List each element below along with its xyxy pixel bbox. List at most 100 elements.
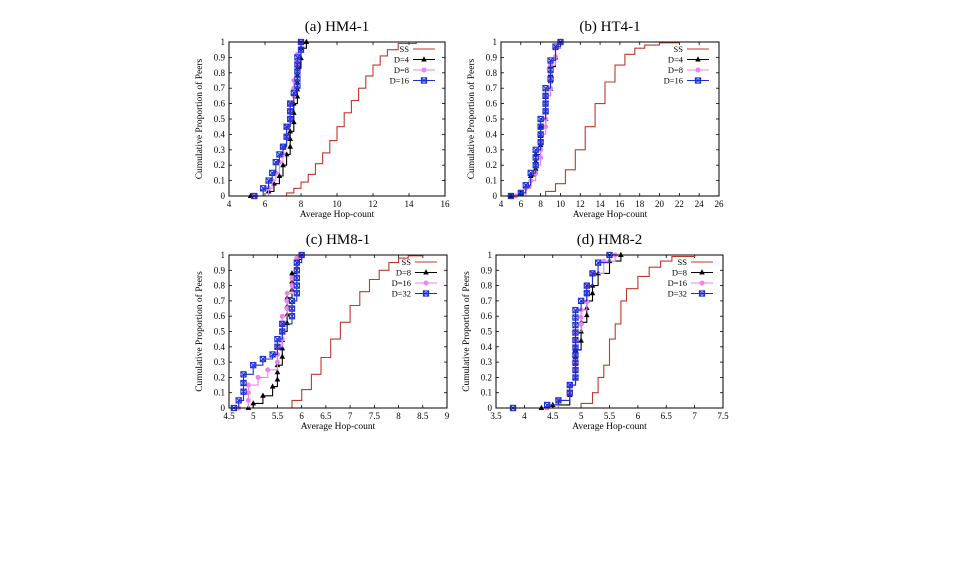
p2-series-d32-point: [240, 379, 247, 387]
p0-series-d16-point-cross: [280, 143, 286, 150]
p2-y-axis-label: Cumulative Proportion of Peers: [194, 271, 205, 392]
p1-series-d16-point-cross: [542, 108, 549, 115]
p2-series-d8-point: [279, 345, 286, 351]
panel-a: (a) HM4-100.10.20.30.40.50.60.70.80.914 6…: [194, 19, 450, 220]
p3-series-d32-point-cross: [544, 401, 551, 408]
p3-series-d32-point: [577, 297, 585, 305]
p3-series-d16-point: [578, 321, 584, 327]
p1-series-d16-point-cross: [532, 154, 539, 161]
p3-series-d8-line: [541, 255, 622, 409]
p0-x-tick-label: 6: [263, 199, 268, 209]
p1-series-d16-point-box: [537, 123, 544, 130]
p0-series-d16-point-box: [290, 89, 297, 96]
p2-series-d16-point: [245, 382, 251, 388]
p1-series-d16-point-cross: [532, 146, 539, 153]
p3-series-d32-point-box: [583, 282, 590, 289]
p0-series-d16-point-box: [276, 151, 283, 158]
p1-legend-d16-label: D=16: [664, 76, 683, 86]
p1-series-d16-point: [542, 85, 549, 92]
p1-series-d16-point-box: [537, 131, 544, 138]
p0-series-d16-point-cross: [265, 177, 272, 184]
p1-x-tick-label: 18: [635, 199, 645, 209]
p3-y-tick-label: 0.8: [481, 281, 493, 291]
p2-series-d16-point: [284, 298, 290, 304]
p2-x-tick-label: 4.5: [223, 411, 235, 421]
p2-series-d32-point-cross: [293, 282, 300, 289]
p3-legend-d16-label: D=16: [668, 278, 687, 288]
p3-y-tick-label: 0.6: [481, 311, 493, 321]
p1-x-tick-label: 6: [519, 199, 524, 209]
p1-series-d16-point-cross: [542, 85, 549, 92]
p0-series-d16-point-cross: [294, 82, 301, 89]
p3-series-d32-point-box: [572, 351, 579, 359]
p3-series-d32-point: [572, 336, 579, 344]
p1-series-d16-point: [537, 138, 544, 146]
p2-y-tick-label: 0.1: [214, 388, 225, 398]
p1-x-tick-label: 22: [675, 199, 684, 209]
p3-series-d32-point-cross: [572, 352, 579, 359]
p2-series-d32-point-cross: [240, 371, 247, 378]
p1-series-d16-point: [542, 108, 549, 115]
p2-series-d32-point: [274, 335, 281, 343]
p2-x-tick-label: 5: [251, 411, 256, 421]
p0-series-d4-point: [280, 162, 286, 168]
p1-series-d16-point: [537, 115, 544, 123]
p0-y-tick-label: 0.3: [214, 145, 226, 155]
p2-series-d32-point-cross: [293, 290, 300, 297]
p2-series-d16-point: [265, 367, 271, 373]
p0-series-d16-point-box: [279, 143, 287, 150]
p2-series-d32-point: [288, 297, 296, 305]
p1-series-d16-point: [537, 123, 544, 130]
p2-series-d32-point-box: [259, 355, 267, 363]
p2-series-d32-point: [293, 267, 300, 274]
p2-series-d32-point-cross: [289, 313, 295, 320]
p1-series-d16-point-box: [552, 43, 559, 50]
p2-y-tick-label: 1: [221, 250, 226, 260]
p0-series-d16-point-cross: [272, 159, 279, 166]
p0-series-d16-point-box: [294, 75, 301, 82]
p3-series-d32-line: [513, 255, 611, 409]
p0-series-d16-point: [294, 54, 301, 61]
p0-series-d16-point-cross: [294, 54, 301, 61]
p3-series-d16-line: [547, 255, 616, 409]
p2-legend-d8-label: D=8: [396, 268, 411, 278]
p0-legend-ss-label: SS: [400, 44, 410, 54]
p1-y-tick-label: 0.6: [486, 99, 498, 109]
p1-x-tick-label: 16: [615, 199, 625, 209]
p1-legend-d16-marker: [694, 77, 702, 84]
p0-x-tick-label: 10: [333, 199, 343, 209]
p3-y-tick-label: 0.3: [481, 357, 493, 367]
p0-y-tick-label: 0.4: [214, 129, 226, 139]
p2-series-d16-point: [274, 359, 280, 365]
p1-series-d16-point: [522, 182, 529, 189]
p1-series-d16-point: [532, 154, 539, 161]
p1-y-tick-label: 0.1: [486, 176, 497, 186]
p2-series-d32-point-box: [274, 343, 281, 350]
p1-series-d16-point-cross: [547, 76, 554, 82]
p2-series-d8-point: [279, 353, 286, 359]
p3-series-d32-point: [566, 389, 573, 396]
p0-y-tick-label: 0: [221, 191, 226, 201]
p0-series-d16-point-box: [265, 177, 272, 184]
p2-y-tick-label: 0.9: [214, 265, 226, 275]
p3-series-d32-point-box: [572, 374, 579, 381]
p2-series-d16-point: [284, 306, 290, 312]
p3-series-d32-point: [572, 366, 579, 374]
p3-series-d32-point: [572, 351, 579, 359]
p1-series-d16-point: [542, 100, 549, 107]
p2-y-tick-label: 0.7: [214, 296, 226, 306]
p3-series-d32-point: [572, 321, 579, 329]
p3-series-d32-point-cross: [572, 359, 579, 366]
p3-x-tick-label: 7.5: [717, 411, 729, 421]
p2-series-d32-point-cross: [279, 328, 286, 335]
p1-series-d16-point-box: [527, 169, 534, 177]
p1-x-tick-label: 4: [499, 199, 504, 209]
p2-series-d32-point: [259, 355, 267, 363]
p3-series-d32-point-box: [572, 344, 579, 351]
p0-series-d16-point-box: [283, 133, 290, 140]
p0-x-tick-label: 8: [299, 199, 304, 209]
p2-series-ss-line: [282, 255, 424, 409]
p0-series-d16-point-cross: [290, 89, 297, 96]
p0-series-d16-point-box: [269, 169, 276, 177]
p2-series-d32-point-box: [293, 274, 300, 282]
